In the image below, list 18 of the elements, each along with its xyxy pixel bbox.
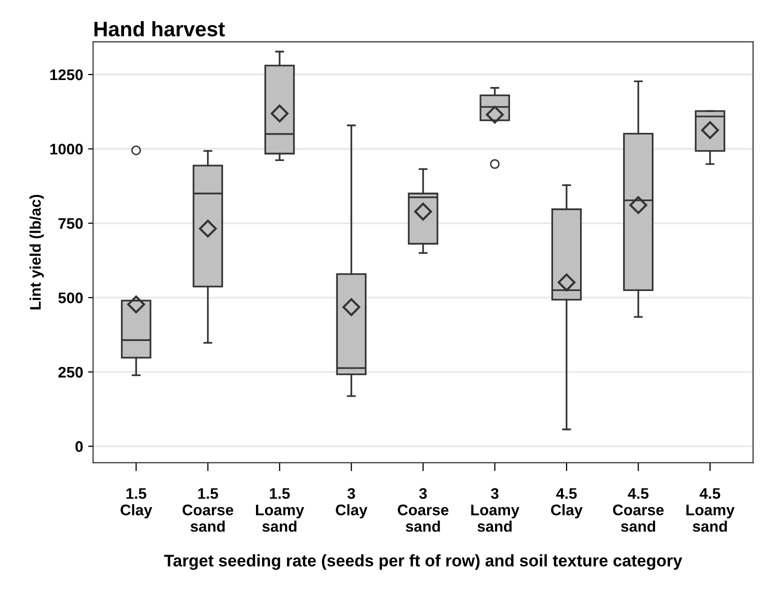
y-tick-label: 250 <box>58 366 83 378</box>
x-tick-label: 3 Clay <box>336 488 368 518</box>
x-tick-label: 1.5 Clay <box>120 488 152 518</box>
y-tick-label: 1000 <box>50 144 83 155</box>
y-axis-title: Lint yield (lb/ac) <box>30 194 44 310</box>
y-tick-label: 1250 <box>50 69 83 80</box>
chart-title: Hand harvest <box>94 21 225 36</box>
x-tick-label: 4.5 Coarse sand <box>613 488 664 532</box>
y-tick-label: 500 <box>58 292 83 304</box>
x-axis-title: Target seeding rate (seeds per ft of row) and soil texture category <box>164 554 682 570</box>
x-tick-label: 4.5 Clay <box>551 488 583 518</box>
x-tick-label: 3 Loamy sand <box>471 488 520 532</box>
y-tick-label: 0 <box>75 441 83 452</box>
y-tick-label: 750 <box>58 218 83 229</box>
x-tick-label: 4.5 Loamy sand <box>686 488 735 532</box>
x-tick-label: 1.5 Coarse sand <box>182 488 234 532</box>
x-tick-label: 3 Coarse sand <box>398 488 448 532</box>
x-tick-label: 1.5 Loamy sand <box>256 488 304 532</box>
